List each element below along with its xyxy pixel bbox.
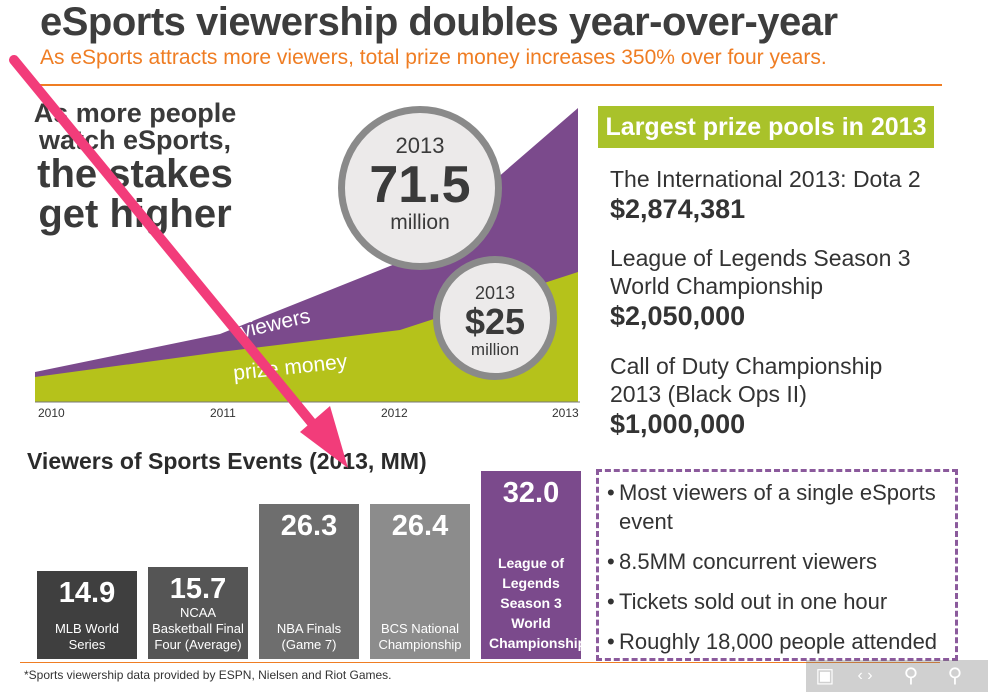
fact-item: Tickets sold out in one hour: [607, 587, 955, 616]
prize-item-amount: $2,874,381: [610, 194, 746, 224]
header-divider: [30, 84, 942, 86]
bar-chart-title: Viewers of Sports Events (2013, MM): [27, 448, 427, 474]
prize-callout-unit: million: [470, 340, 520, 359]
year-tick-2013: 2013: [552, 406, 579, 420]
prize-pools-heading: Largest prize pools in 2013: [598, 106, 934, 148]
bar-3: 26.3 NBA Finals (Game 7): [259, 504, 359, 659]
prize-callout-year: 2013: [474, 283, 516, 303]
page-title: eSports viewership doubles year-over-yea…: [40, 0, 838, 44]
prize-callout: 2013 $25 million: [433, 256, 557, 380]
bar-value-label: 14.9: [58, 577, 116, 610]
footnote: *Sports viewership data provided by ESPN…: [24, 668, 392, 682]
footer-divider: [20, 662, 940, 663]
prize-item-amount: $1,000,000: [610, 409, 746, 439]
prize-item-name: The International 2013: Dota 2: [610, 166, 921, 192]
bar-category-label: NCAA Basketball Final Four (Average): [152, 604, 244, 652]
year-tick-2012: 2012: [381, 406, 408, 420]
fact-item: 8.5MM concurrent viewers: [607, 547, 955, 576]
viewers-callout-value: 71.5: [369, 156, 471, 214]
prize-callout-value: $25: [464, 301, 526, 342]
fact-item: Most viewers of a single eSports event: [607, 478, 955, 536]
bar-category-label: NBA Finals (Game 7): [276, 620, 342, 652]
bar-5: 32.0 League of Legends Season 3 World Cha…: [481, 471, 587, 659]
bar-1: 14.9 MLB World Series: [37, 571, 137, 659]
prize-item-name: League of Legends Season 3 World Champio…: [610, 245, 911, 299]
viewers-callout-year: 2013: [395, 133, 445, 158]
bar-4: 26.4 BCS National Championship: [370, 503, 470, 659]
bar-category-label: League of Legends Season 3 World Champio…: [489, 555, 587, 651]
prize-item-amount: $2,050,000: [610, 301, 746, 331]
bar-value-label: 32.0: [502, 477, 560, 509]
zoom-out-icon[interactable]: ⚲: [903, 665, 919, 687]
facts-box: Most viewers of a single eSports event 8…: [596, 469, 958, 661]
prize-item: League of Legends Season 3 World Champio…: [610, 244, 920, 332]
bar-2: 15.7 NCAA Basketball Final Four (Average): [148, 566, 248, 659]
zoom-in-icon[interactable]: ⚲: [947, 665, 963, 687]
prize-item: The International 2013: Dota 2 $2,874,38…: [610, 165, 940, 225]
prize-area: [35, 272, 578, 402]
tagline-line-3: the stakes: [37, 152, 233, 196]
prize-item: Call of Duty Championship 2013 (Black Op…: [610, 352, 900, 440]
bar-category-label: BCS National Championship: [378, 620, 462, 652]
year-tick-2011: 2011: [210, 406, 236, 420]
prev-next-icon[interactable]: ‹ ›: [857, 667, 873, 684]
year-tick-2010: 2010: [38, 406, 65, 420]
fit-page-icon[interactable]: ▣: [815, 665, 835, 687]
bar-value-label: 26.4: [391, 509, 449, 542]
prize-item-name: Call of Duty Championship 2013 (Black Op…: [610, 353, 883, 407]
page-subtitle: As eSports attracts more viewers, total …: [40, 46, 827, 69]
viewers-callout-unit: million: [390, 211, 450, 234]
bar-value-label: 15.7: [169, 572, 227, 605]
viewer-toolbar: [806, 660, 988, 692]
viewers-callout: 2013 71.5 million: [338, 106, 502, 270]
bar-category-label: MLB World Series: [54, 620, 120, 652]
bar-value-label: 26.3: [280, 510, 338, 543]
fact-item: Roughly 18,000 people attended: [607, 627, 955, 656]
